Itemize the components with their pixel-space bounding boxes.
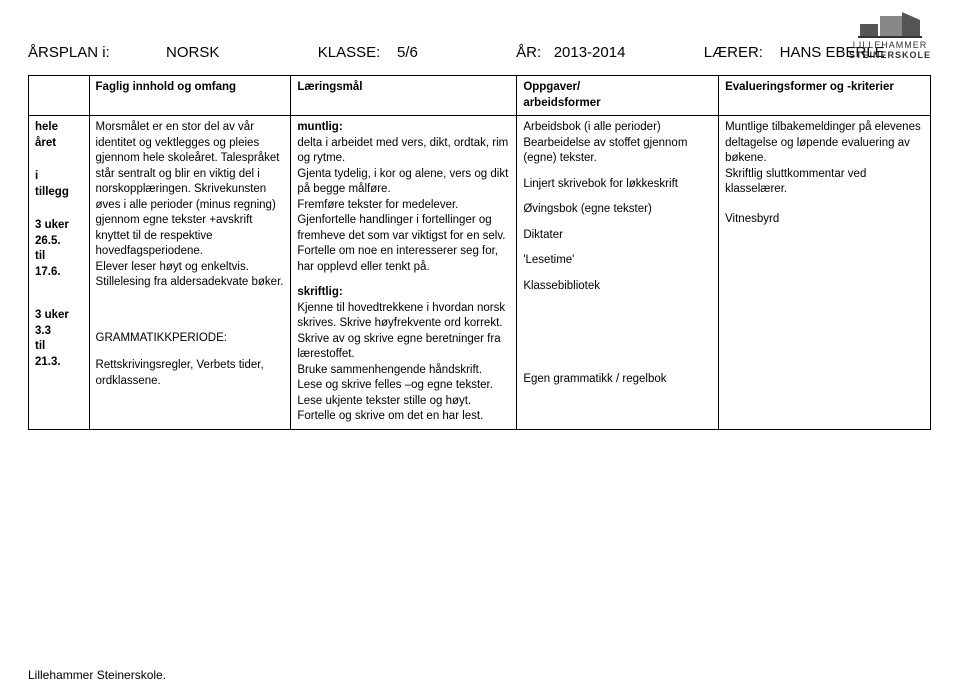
maal-text: Fortelle om noe en interesserer seg for,… xyxy=(297,245,498,273)
period-text: til xyxy=(35,250,45,262)
period-text: 26.5. xyxy=(35,235,61,247)
oppgave-text: Egen grammatikk / regelbok xyxy=(523,372,712,388)
eval-text: Muntlige tilbakemeldinger på elevenes de… xyxy=(725,120,924,167)
oppgave-text: Bearbeidelse av stoffet gjennom (egne) t… xyxy=(523,136,712,167)
col-header-evaluering: Evalueringsformer og -kriterier xyxy=(719,76,931,116)
subject-value: NORSK xyxy=(166,44,219,61)
school-logo: LILLEHAMMER STEINERSKOLE xyxy=(849,10,931,60)
col-header-oppgaver: Oppgaver/ arbeidsformer xyxy=(517,76,719,116)
eval-text: Vitnesbyrd xyxy=(725,212,924,228)
klasse-label: KLASSE: xyxy=(318,44,381,61)
logo-text-line2: STEINERSKOLE xyxy=(849,50,931,60)
period-text: hele xyxy=(35,121,58,133)
period-text: i xyxy=(35,170,38,182)
oppgave-text: Øvingsbok (egne tekster) xyxy=(523,202,712,218)
ar-value: 2013-2014 xyxy=(554,44,626,61)
maal-text: Gjenfortelle handlinger i fortellinger o… xyxy=(297,214,505,242)
period-text: 17.6. xyxy=(35,266,61,278)
innhold-text: Elever leser høyt og enkeltvis. xyxy=(96,260,285,276)
innhold-text: Rettskrivingsregler, Verbets tider, ordk… xyxy=(96,358,285,389)
maal-text: Fortelle og skrive om det en har lest. xyxy=(297,410,483,422)
maal-text: Fremføre tekster for medelever. xyxy=(297,199,458,211)
muntlig-label: muntlig: xyxy=(297,121,342,133)
innhold-cell: Morsmålet er en stor del av vår identite… xyxy=(89,116,291,430)
period-text: 3.3 xyxy=(35,325,51,337)
maal-text: Bruke sammenhengende håndskrift. xyxy=(297,364,482,376)
eval-text: Skriftlig sluttkommentar ved klasselærer… xyxy=(725,167,924,198)
laeringsmal-cell: muntlig: delta i arbeidet med vers, dikt… xyxy=(291,116,517,430)
col-header-innhold: Faglig innhold og omfang xyxy=(89,76,291,116)
maal-text: Gjenta tydelig, i kor og alene, vers og … xyxy=(297,168,508,196)
table-row: hele året i tillegg 3 uker 26.5. til 17.… xyxy=(29,116,931,430)
oppgaver-cell: Arbeidsbok (i alle perioder) Bearbeidels… xyxy=(517,116,719,430)
oppgave-text: 'Lesetime' xyxy=(523,253,712,269)
arsplan-label: ÅRSPLAN i: xyxy=(28,44,110,61)
period-text: året xyxy=(35,137,56,149)
period-text: 21.3. xyxy=(35,356,61,368)
page-footer: Lillehammer Steinerskole. xyxy=(28,668,166,682)
period-text: 3 uker xyxy=(35,309,69,321)
maal-text: delta i arbeidet med vers, dikt, ordtak,… xyxy=(297,137,508,165)
oppgave-text: Diktater xyxy=(523,228,712,244)
logo-text-line1: LILLEHAMMER xyxy=(849,40,931,50)
maal-text: Skrive av og skrive egne beretninger fra… xyxy=(297,333,500,361)
table-header-row: Faglig innhold og omfang Læringsmål Oppg… xyxy=(29,76,931,116)
period-text: tillegg xyxy=(35,186,69,198)
plan-table: Faglig innhold og omfang Læringsmål Oppg… xyxy=(28,75,931,430)
laerer-label: LÆRER: xyxy=(704,44,763,61)
skriftlig-label: skriftlig: xyxy=(297,286,342,298)
evaluering-cell: Muntlige tilbakemeldinger på elevenes de… xyxy=(719,116,931,430)
ar-label: ÅR: xyxy=(516,44,541,61)
col-header-empty xyxy=(29,76,90,116)
klasse-value: 5/6 xyxy=(397,44,418,61)
innhold-text: GRAMMATIKKPERIODE: xyxy=(96,331,285,347)
logo-mark-icon xyxy=(858,10,922,38)
col-header-laeringsmal: Læringsmål xyxy=(291,76,517,116)
innhold-text: Stillelesing fra aldersadekvate bøker. xyxy=(96,275,285,291)
maal-text: Kjenne til hovedtrekkene i hvordan norsk… xyxy=(297,302,505,330)
innhold-text: Morsmålet er en stor del av vår identite… xyxy=(96,120,285,260)
document-header: ÅRSPLAN i: NORSK KLASSE: 5/6 ÅR: 2013-20… xyxy=(28,44,931,61)
oppgave-text: Klassebibliotek xyxy=(523,279,712,295)
period-cell: hele året i tillegg 3 uker 26.5. til 17.… xyxy=(29,116,90,430)
period-text: til xyxy=(35,340,45,352)
period-text: 3 uker xyxy=(35,219,69,231)
oppgave-text: Arbeidsbok (i alle perioder) xyxy=(523,120,712,136)
maal-text: Lese og skrive felles –og egne tekster. … xyxy=(297,379,493,407)
oppgave-text: Linjert skrivebok for løkkeskrift xyxy=(523,177,712,193)
